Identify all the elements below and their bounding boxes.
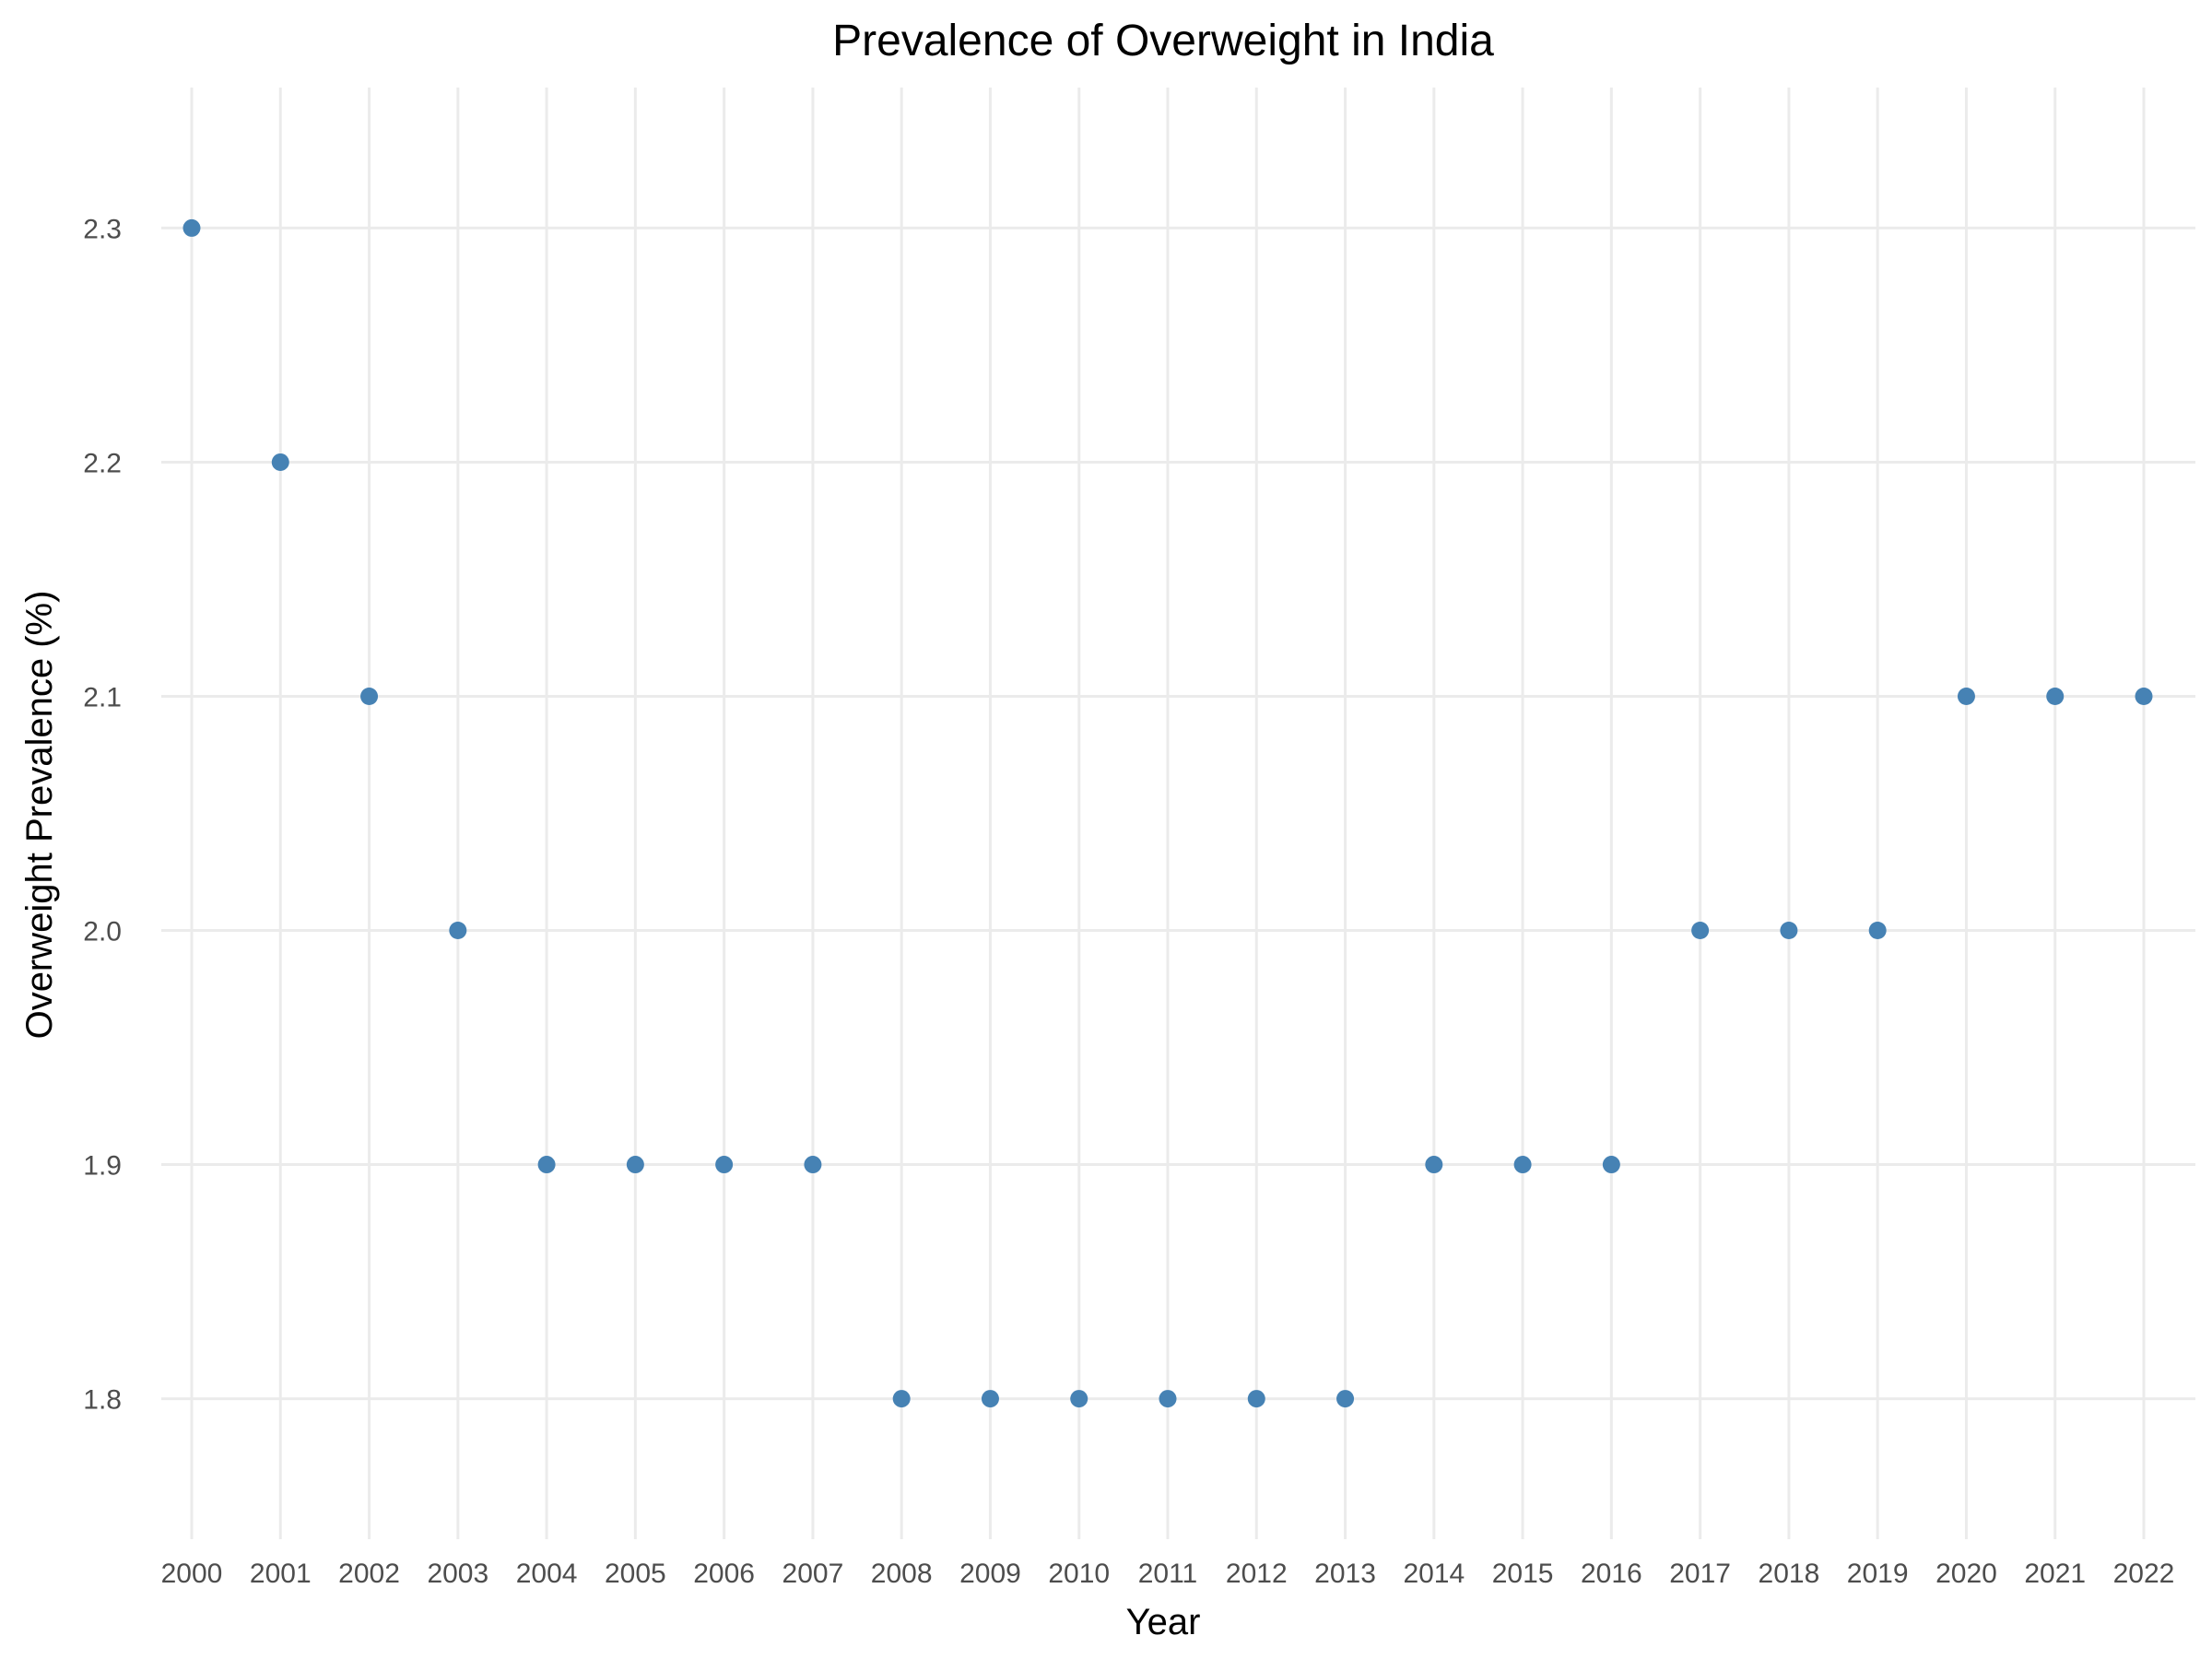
- x-tick-label: 2000: [161, 1559, 223, 1589]
- data-point: [804, 1156, 822, 1174]
- data-point: [182, 218, 201, 237]
- y-tick-label: 2.0: [83, 917, 122, 947]
- x-tick-label: 2003: [427, 1559, 488, 1589]
- x-tick-label: 2010: [1048, 1559, 1110, 1589]
- x-tick-label: 2011: [1138, 1559, 1198, 1589]
- x-tick-label: 2006: [693, 1559, 755, 1589]
- x-tick-label: 2022: [2113, 1559, 2175, 1589]
- data-point: [1957, 687, 1975, 705]
- x-tick-label: 2017: [1669, 1559, 1731, 1589]
- data-point: [1070, 1390, 1088, 1408]
- x-tick-label: 2020: [1936, 1559, 1997, 1589]
- chart-title: Prevalence of Overweight in India: [832, 17, 1494, 65]
- x-tick-label: 2005: [605, 1559, 666, 1589]
- x-tick-label: 2018: [1759, 1559, 1820, 1589]
- y-tick-label: 1.9: [83, 1151, 122, 1182]
- data-points: [182, 218, 2153, 1408]
- x-axis-ticks: 2000 2001 2002 2003 2004 2005 2006 2007 2008 2009…: [161, 1559, 2175, 1589]
- x-tick-label: 2007: [782, 1559, 844, 1589]
- grid-lines: [161, 88, 2195, 1539]
- data-point: [715, 1156, 734, 1174]
- data-point: [981, 1390, 999, 1408]
- x-tick-label: 2002: [338, 1559, 400, 1589]
- data-point: [1336, 1390, 1355, 1408]
- x-tick-label: 2013: [1314, 1559, 1376, 1589]
- data-point: [1780, 922, 1798, 940]
- y-tick-label: 2.3: [83, 214, 122, 244]
- data-point: [1159, 1390, 1177, 1408]
- data-point: [892, 1390, 911, 1408]
- y-tick-label: 2.1: [83, 682, 122, 712]
- x-axis-title: Year: [1126, 1602, 1201, 1642]
- data-point: [1425, 1156, 1443, 1174]
- x-tick-label: 2008: [871, 1559, 933, 1589]
- data-point: [2135, 687, 2153, 705]
- data-point: [1868, 922, 1887, 940]
- data-point: [1247, 1390, 1265, 1408]
- y-tick-label: 1.8: [83, 1385, 122, 1416]
- x-tick-label: 2001: [250, 1559, 312, 1589]
- x-tick-label: 2009: [959, 1559, 1021, 1589]
- data-point: [537, 1156, 556, 1174]
- x-tick-label: 2015: [1492, 1559, 1554, 1589]
- x-tick-label: 2021: [2024, 1559, 2086, 1589]
- y-axis-ticks: 1.8 1.9 2.0 2.1 2.2 2.3: [83, 214, 122, 1415]
- data-point: [1691, 922, 1710, 940]
- data-point: [1513, 1156, 1532, 1174]
- data-point: [271, 453, 289, 471]
- x-tick-label: 2016: [1581, 1559, 1642, 1589]
- y-axis-title: Overweight Prevalence (%): [19, 591, 60, 1040]
- x-tick-label: 2012: [1226, 1559, 1288, 1589]
- data-point: [626, 1156, 644, 1174]
- data-point: [360, 687, 379, 705]
- x-tick-label: 2004: [516, 1559, 578, 1589]
- data-point: [449, 922, 467, 940]
- x-tick-label: 2014: [1403, 1559, 1465, 1589]
- x-tick-label: 2019: [1847, 1559, 1909, 1589]
- data-point: [1602, 1156, 1620, 1174]
- y-tick-label: 2.2: [83, 448, 122, 478]
- data-point: [2046, 687, 2065, 705]
